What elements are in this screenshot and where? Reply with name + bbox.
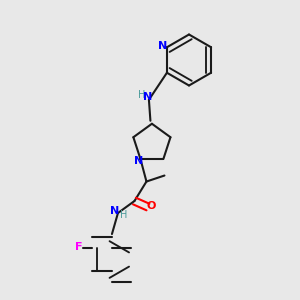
Text: F: F: [75, 242, 83, 252]
Text: N: N: [134, 156, 144, 167]
Text: H: H: [138, 90, 145, 100]
Text: N: N: [110, 206, 119, 216]
Text: O: O: [147, 201, 156, 211]
Text: N: N: [143, 92, 152, 102]
Text: N: N: [158, 41, 167, 51]
Text: H: H: [120, 209, 127, 220]
